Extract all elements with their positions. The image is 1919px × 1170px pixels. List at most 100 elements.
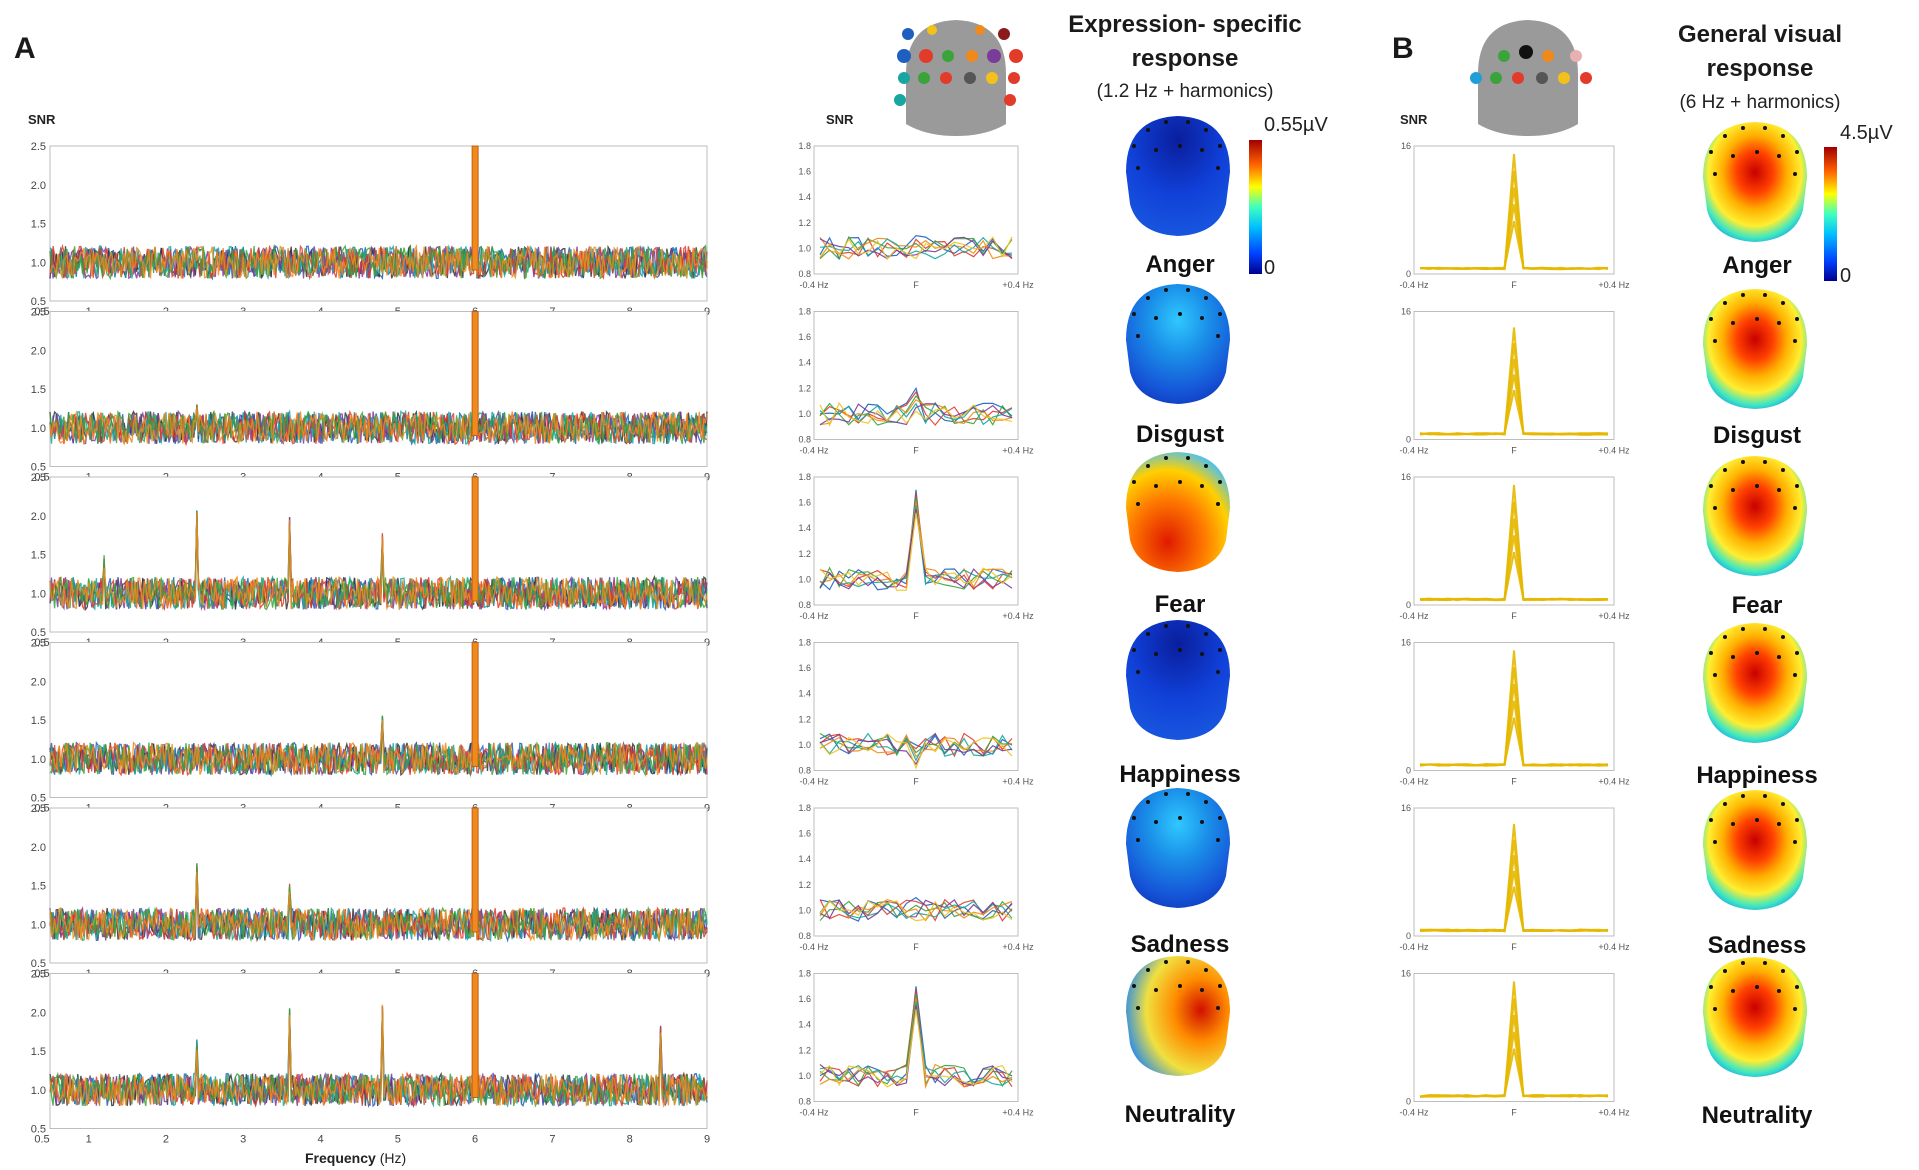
electrode-dot — [1755, 985, 1759, 989]
y-tick-label: 1.4 — [798, 854, 811, 864]
x-tick-label: 4 — [317, 1134, 323, 1146]
electrode-dot — [1763, 794, 1767, 798]
zoom-series-line — [819, 900, 1013, 921]
electrode-dot — [1723, 468, 1727, 472]
electrode-dot — [1178, 480, 1182, 484]
spectrum-series-line — [49, 642, 708, 778]
topomap-expression-sadness — [1126, 788, 1230, 908]
head-topography — [1703, 790, 1807, 910]
zoom-b-panels: 0 16 -0.4 Hz F +0.4 Hz 0 16 -0.4 Hz F +0.4 Hz 0 16 -… — [1399, 141, 1630, 1118]
spectrum-series-line — [49, 145, 708, 281]
expression-colorbar-min: 0 — [1264, 257, 1275, 279]
electrode-dot — [1795, 484, 1799, 488]
electrode-dot — [1154, 820, 1158, 824]
y-tick-label: 1.0 — [31, 754, 46, 766]
y-tick-label: 1.4 — [798, 358, 811, 368]
y-tick-label: 2.5 — [31, 472, 46, 484]
x-tick-label: -0.4 Hz — [1399, 777, 1429, 787]
zoom-series-line — [819, 900, 1013, 922]
x-tick-label: F — [1511, 280, 1517, 290]
snr-label-spectrum: SNR — [28, 112, 56, 127]
electrode-dot — [1204, 800, 1208, 804]
electrode-dot — [1200, 652, 1204, 656]
expression-colorbar-max: 0.55µV — [1264, 114, 1328, 136]
spectrum-frame — [49, 476, 708, 633]
zoom-series-line — [819, 386, 1013, 423]
condition-label-general: Sadness — [1708, 932, 1807, 959]
electrode-dot — [1136, 166, 1140, 170]
y-tick-label: 1.6 — [798, 829, 811, 839]
panel-b-label: B — [1392, 32, 1414, 65]
y-tick-label: 1.0 — [798, 905, 811, 915]
electrode-dot — [1755, 651, 1759, 655]
x-tick-label: -0.4 Hz — [799, 1108, 829, 1118]
zoom-b-disgust: 0 16 -0.4 Hz F +0.4 Hz — [1399, 307, 1630, 456]
electrode-dot — [1777, 822, 1781, 826]
x-tick-label: +0.4 Hz — [1002, 280, 1034, 290]
x-tick-label: F — [913, 280, 919, 290]
electrode-dot — [1204, 968, 1208, 972]
x-tick-label: -0.4 Hz — [1399, 280, 1429, 290]
electrode-dot — [1709, 818, 1713, 822]
zoom-series-line — [819, 401, 1013, 426]
electrode-dot — [1178, 816, 1182, 820]
y-tick-label: 1.6 — [798, 663, 811, 673]
electrode-dot — [1186, 792, 1190, 796]
electrode-dot — [1723, 301, 1727, 305]
electrode-dot — [1178, 984, 1182, 988]
condition-label-expression: Anger — [1145, 251, 1214, 278]
zoom-a-panels: 0.8 1.0 1.2 1.4 1.6 1.8 -0.4 Hz F +0.4 Hz 0.8 1.0 1… — [798, 141, 1034, 1118]
condition-label-expression: Neutrality — [1125, 1101, 1236, 1128]
electrode-dot — [1781, 134, 1785, 138]
x-tick-label: F — [1511, 611, 1517, 621]
electrode-dot — [1763, 293, 1767, 297]
y-tick-label: 0.8 — [798, 269, 811, 279]
snr-label-zoom-a: SNR — [826, 112, 854, 127]
x-tick-label: 0.5 — [34, 1134, 49, 1146]
head-topography — [1703, 623, 1807, 743]
x-tick-label: 0.5 — [34, 803, 49, 815]
electrode-dot — [1741, 794, 1745, 798]
topomap-general-fear — [1703, 456, 1807, 576]
y-tick-label: 0 — [1406, 931, 1411, 941]
electrode-dot — [1164, 960, 1168, 964]
zoom-series-line — [819, 512, 1013, 591]
head-topography — [1126, 284, 1230, 404]
base-frequency-bar — [471, 476, 479, 602]
electrode-dot — [1713, 673, 1717, 677]
topomap-expression-happiness — [1126, 620, 1230, 740]
snr-label-zoom-b: SNR — [1400, 112, 1428, 127]
electrode-dot — [1731, 488, 1735, 492]
electrode-dot — [1178, 312, 1182, 316]
head-topography — [1703, 122, 1807, 242]
electrode-dot — [1132, 312, 1136, 316]
y-tick-label: 1.2 — [798, 218, 811, 228]
base-frequency-bar — [471, 642, 479, 767]
general-colorbar-max: 4.5µV — [1840, 122, 1893, 144]
base-frequency-bar — [471, 145, 479, 271]
electrode-dot — [1136, 502, 1140, 506]
electrode-dot — [1795, 985, 1799, 989]
y-tick-label: 1.0 — [31, 919, 46, 931]
y-tick-label: 0 — [1406, 1097, 1411, 1107]
expression-subheading: (1.2 Hz + harmonics) — [1097, 81, 1274, 102]
electrode-dot — [1132, 480, 1136, 484]
electrode-dot — [1178, 648, 1182, 652]
electrode-dot — [1777, 655, 1781, 659]
general-colorbar-gradient — [1824, 147, 1837, 281]
electrode-dot — [1731, 655, 1735, 659]
electrode-dot — [1741, 460, 1745, 464]
zoom-series-line — [819, 986, 1013, 1085]
electrode-dot — [1741, 961, 1745, 965]
electrode-dot — [1164, 288, 1168, 292]
y-tick-label: 1.2 — [798, 880, 811, 890]
zoom-series-line — [819, 1001, 1013, 1086]
y-tick-label: 0.5 — [31, 1124, 46, 1136]
y-tick-label: 1.6 — [798, 498, 811, 508]
zoom-series-line — [819, 236, 1013, 260]
spectrum-frame — [49, 145, 708, 302]
electrode-dot — [1723, 802, 1727, 806]
x-tick-label: +0.4 Hz — [1598, 777, 1630, 787]
general-subheading: (6 Hz + harmonics) — [1679, 92, 1840, 113]
